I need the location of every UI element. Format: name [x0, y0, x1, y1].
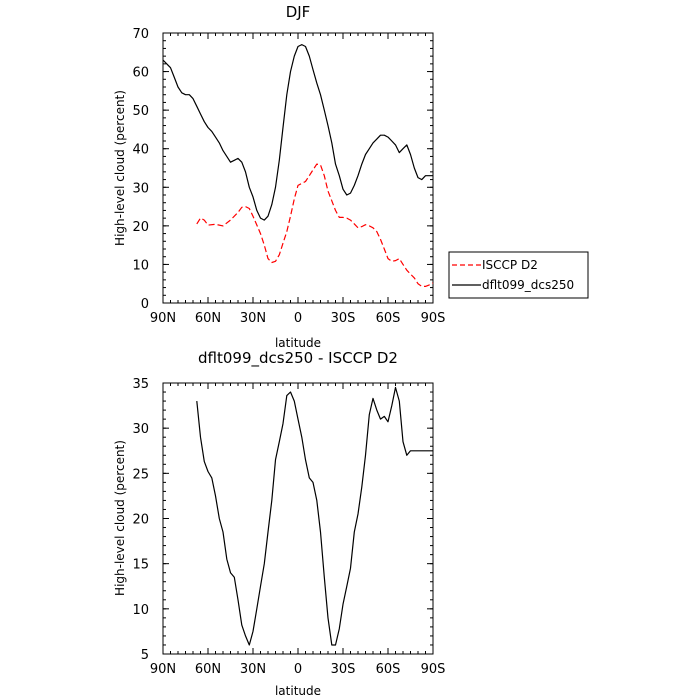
x-tick-labels: 90N 60N 30N 0 30S 60S 90S [150, 662, 446, 677]
series-line-difference [196, 386, 433, 646]
legend-label-model: dflt099_dcs250 [482, 278, 574, 292]
series-line-isccp-d2 [196, 163, 434, 287]
y-tick-label: 0 [141, 297, 149, 312]
x-tick-label: 60S [376, 662, 401, 677]
legend-box [448, 251, 589, 299]
legend-label-isccp: ISCCP D2 [482, 258, 538, 272]
y-tick-label: 20 [132, 513, 149, 528]
y-tick-label: 5 [141, 648, 149, 663]
x-tick-label: 0 [294, 311, 302, 326]
x-tick-label: 90N [150, 311, 176, 326]
x-tick-label: 30S [331, 662, 356, 677]
plot-frame [162, 32, 434, 304]
series-line-dflt099-dcs250 [162, 43, 433, 221]
y-tick-labels: 5 10 15 20 25 30 35 [132, 377, 149, 663]
tick-marks [162, 32, 434, 304]
y-tick-label: 20 [132, 220, 149, 235]
x-tick-label: 60S [376, 311, 401, 326]
series-lines [196, 386, 433, 646]
x-axis-label: latitude [275, 336, 321, 350]
y-tick-label: 50 [132, 104, 149, 119]
y-tick-label: 30 [132, 422, 149, 437]
y-tick-label: 40 [132, 143, 149, 158]
x-axis-label: latitude [275, 684, 321, 698]
y-tick-label: 30 [132, 181, 149, 196]
x-tick-label: 30S [331, 311, 356, 326]
y-tick-label: 15 [132, 558, 149, 573]
chart-djf: DJF 90N 60N 30N 0 30S 60S 90S 010203040506070 … [113, 3, 445, 350]
chart-title: dflt099_dcs250 - ISCCP D2 [198, 349, 398, 368]
x-tick-label: 90S [421, 662, 446, 677]
x-tick-label: 0 [294, 662, 302, 677]
y-tick-label: 10 [132, 603, 149, 618]
x-tick-label: 90N [150, 662, 176, 677]
y-tick-label: 10 [132, 258, 149, 273]
series-lines [162, 43, 434, 287]
tick-marks [162, 382, 434, 655]
y-tick-labels: 0 10 20 30 40 50 60 70 [132, 27, 149, 312]
y-axis-label: High-level cloud (percent) [113, 440, 127, 596]
chart-difference: dflt099_dcs250 - ISCCP D2 90N 60N 30N 0 30S 6… [113, 349, 445, 698]
chart-title: DJF [286, 3, 311, 21]
y-tick-label: 35 [132, 377, 149, 392]
x-tick-label: 60N [195, 662, 221, 677]
x-tick-label: 60N [195, 311, 221, 326]
y-tick-label: 60 [132, 66, 149, 81]
y-tick-label: 70 [132, 27, 149, 42]
x-tick-labels: 90N 60N 30N 0 30S 60S 90S [150, 311, 446, 326]
x-tick-label: 30N [240, 311, 266, 326]
x-tick-label: 30N [240, 662, 266, 677]
legend: ISCCP D2 dflt099_dcs250 [448, 251, 589, 299]
x-tick-label: 90S [421, 311, 446, 326]
y-tick-label: 25 [132, 467, 149, 482]
plot-frame [162, 382, 434, 655]
y-axis-label: High-level cloud (percent) [113, 90, 127, 246]
